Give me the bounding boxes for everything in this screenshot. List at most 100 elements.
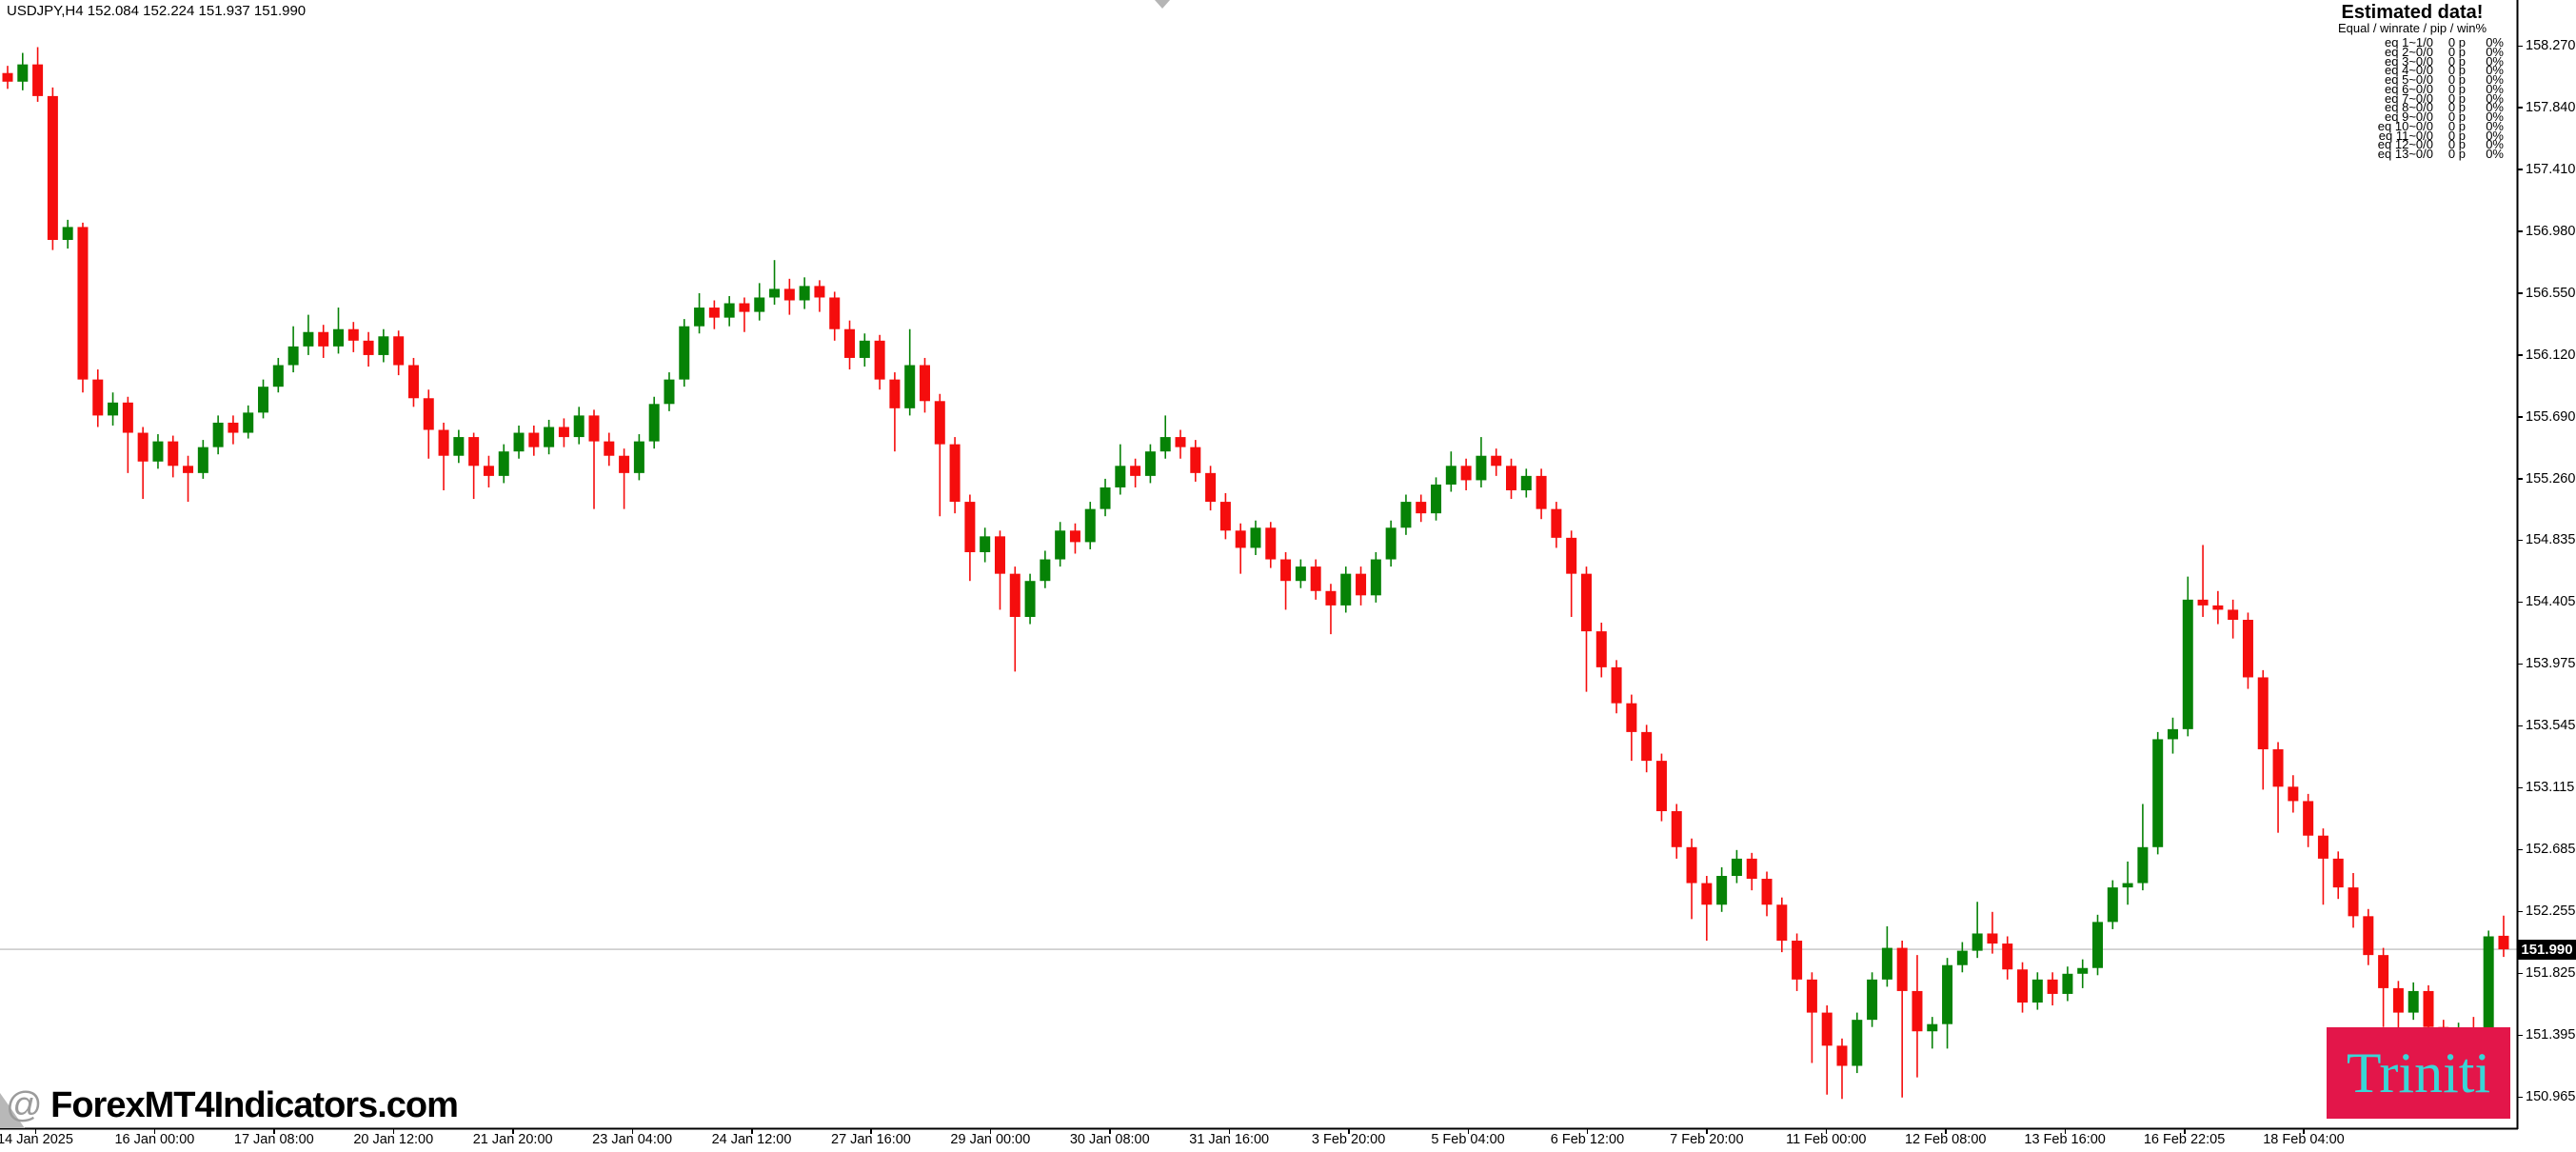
candle-body — [1009, 573, 1020, 617]
candle-body — [1942, 964, 1953, 1024]
estimated-data-cell: 0% — [2486, 63, 2504, 78]
candle-body — [1566, 537, 1577, 574]
candle-body — [2317, 835, 2328, 859]
price-label: 152.685 — [2526, 842, 2576, 858]
estimated-data-row: eq 5~0/0 0 p 0% — [2315, 72, 2509, 87]
candle-body — [814, 286, 825, 298]
candle-body — [799, 286, 810, 301]
candle-body — [844, 328, 856, 358]
estimated-data-row: eq 9~0/0 0 p 0% — [2315, 109, 2509, 124]
candle-body — [708, 308, 720, 318]
candle-body — [1836, 1045, 1848, 1066]
estimated-data-subtitle: Equal / winrate / pip / win% — [2337, 21, 2487, 35]
candle-body — [1580, 573, 1592, 632]
price-tick — [2518, 354, 2523, 356]
candle-body — [528, 432, 540, 447]
candle-body — [1506, 466, 1516, 490]
estimated-data-row: eq 1~1/0 0 p 0% — [2315, 36, 2509, 49]
price-tick — [2518, 1096, 2523, 1098]
candle-body — [513, 432, 525, 452]
time-label: 17 Jan 08:00 — [233, 1132, 314, 1147]
candle-body — [994, 536, 1005, 574]
candle-body — [2228, 609, 2239, 621]
estimated-data-cell: eq 13~0/0 — [2377, 147, 2433, 161]
candle-body — [2182, 599, 2193, 729]
candle-body — [1445, 466, 1456, 485]
candle-body — [2047, 979, 2058, 994]
candle-body — [1595, 631, 1607, 667]
candle-body — [378, 336, 389, 355]
estimated-data-cell: 0 p — [2447, 72, 2466, 87]
estimated-data-cell: 0 p — [2447, 100, 2466, 115]
time-tick — [1586, 1129, 1589, 1134]
candle-body — [980, 536, 991, 552]
candle-body — [1069, 530, 1080, 543]
at-sign: @ — [6, 1085, 43, 1125]
candle-body — [754, 297, 765, 312]
candle-body — [197, 447, 208, 473]
candle-body — [544, 427, 555, 447]
candle-body — [2197, 599, 2209, 606]
candle-body — [1491, 455, 1502, 467]
time-label: 13 Feb 16:00 — [2024, 1132, 2106, 1147]
price-label: 153.975 — [2526, 656, 2576, 672]
estimated-data-cell: 0% — [2486, 109, 2504, 124]
candle-body — [47, 95, 58, 241]
candle-body — [423, 398, 434, 430]
price-label: 156.980 — [2526, 223, 2576, 239]
candle-body — [904, 365, 916, 408]
candle-body — [1476, 455, 1487, 481]
time-tick — [1109, 1129, 1111, 1134]
time-tick — [273, 1129, 275, 1134]
estimated-data-cell: eq 4~0/0 — [2385, 63, 2433, 78]
estimated-data-cell: 0 p — [2447, 44, 2466, 59]
candle-body — [1144, 451, 1156, 476]
candle-body — [739, 303, 750, 312]
candle-body — [152, 441, 164, 462]
candle-body — [393, 336, 405, 366]
candle-body — [2272, 749, 2284, 787]
candle-body — [1100, 487, 1111, 509]
candle-body — [1792, 941, 1803, 980]
candle-body — [1159, 437, 1171, 452]
estimated-data-cell: eq 6~0/0 — [2385, 81, 2433, 96]
candle-body — [964, 502, 976, 552]
estimated-data-row: eq 6~0/0 0 p 0% — [2315, 81, 2509, 96]
candle-body — [77, 227, 89, 380]
candle-body — [2212, 605, 2224, 610]
candle-body — [2483, 936, 2494, 1035]
site-watermark-text: ForexMT4Indicators.com — [41, 1085, 459, 1125]
estimated-data-row: eq 10~0/0 0 p 0% — [2315, 120, 2509, 132]
candle-body — [859, 340, 870, 358]
candle-body — [2378, 955, 2389, 988]
price-label: 151.395 — [2526, 1027, 2576, 1043]
candle-body — [1340, 573, 1352, 606]
candle-body — [1972, 933, 1983, 951]
time-label: 16 Jan 00:00 — [114, 1132, 195, 1147]
candle-body — [604, 441, 615, 456]
candle-body — [1115, 466, 1126, 487]
price-label: 153.545 — [2526, 718, 2576, 734]
candle-body — [2303, 801, 2314, 836]
candle-body — [407, 365, 419, 399]
candle-body — [1716, 876, 1728, 905]
candle-body — [1881, 947, 1892, 980]
price-tick — [2518, 169, 2523, 170]
estimated-data-panel: Estimated data! Equal / winrate / pip / … — [2315, 2, 2509, 161]
estimated-data-row: eq 8~0/0 0 p 0% — [2315, 100, 2509, 115]
estimated-data-cell: 0% — [2486, 128, 2504, 143]
price-label: 154.835 — [2526, 532, 2576, 548]
time-tick — [153, 1129, 156, 1134]
candle-body — [332, 328, 344, 347]
price-label: 151.825 — [2526, 965, 2576, 982]
candle-body — [1416, 502, 1427, 514]
candle-body — [32, 64, 44, 96]
candle-body — [92, 379, 104, 416]
estimated-data-cell: 0 p — [2447, 90, 2466, 106]
time-label: 16 Feb 22:05 — [2143, 1132, 2226, 1147]
candle-body — [1385, 527, 1397, 560]
estimated-data-cell: eq 9~0/0 — [2385, 109, 2433, 124]
candle-body — [2423, 990, 2434, 1027]
candle-body — [62, 227, 73, 241]
